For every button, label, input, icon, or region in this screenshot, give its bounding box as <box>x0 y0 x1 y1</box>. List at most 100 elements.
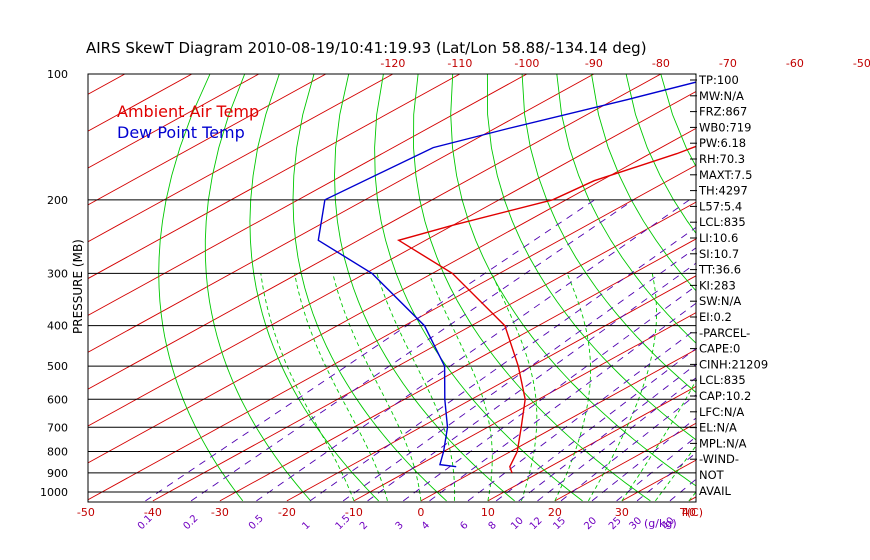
mixing-ratio-label: 3 <box>394 520 406 532</box>
mixing-ratio-label: 30 <box>627 515 644 532</box>
mixing-ratio-label: 0.5 <box>247 513 266 532</box>
mixing-ratio-line <box>190 199 635 502</box>
plot-frame <box>87 73 697 503</box>
mixing-ratio-label: 1 <box>300 520 312 532</box>
mixing-ratio-line <box>537 377 696 502</box>
bottom-axis-unit: T(C) <box>679 506 703 519</box>
moist-adiabat-line <box>260 273 355 502</box>
moist-adiabat-line <box>588 273 657 502</box>
moist-adiabat-line <box>332 273 422 501</box>
index-label: KI:283 <box>699 278 736 292</box>
mixing-ratio-line <box>518 363 696 502</box>
dry-adiabat-line <box>292 74 447 502</box>
dry-adiabat-line <box>521 74 696 394</box>
dewpoint-temp-line <box>317 81 696 468</box>
dry-adiabat-line <box>249 74 380 502</box>
mixing-ratio-unit: (g/kg) <box>644 517 677 530</box>
isotherm-line <box>420 349 696 502</box>
pressure-tick-label: 100 <box>47 68 68 81</box>
top-temp-tick-label: -90 <box>585 57 603 70</box>
isotherm-line <box>286 275 696 502</box>
index-label: MPL:N/A <box>699 436 747 450</box>
index-label: MAXT:7.5 <box>699 168 752 182</box>
isotherm-line <box>152 201 696 502</box>
bottom-temp-tick-label: -20 <box>278 506 296 519</box>
isotherm-line <box>219 238 696 502</box>
moist-adiabat-line <box>428 273 493 501</box>
bottom-temp-tick-label: 20 <box>548 506 562 519</box>
pressure-tick-label: 500 <box>47 360 68 373</box>
mixing-ratio-line <box>429 302 696 502</box>
mixing-ratio-line <box>256 199 690 502</box>
dry-adiabat-line <box>413 74 651 502</box>
bottom-temp-tick-label: -30 <box>211 506 229 519</box>
bottom-temp-tick-label: 10 <box>481 506 495 519</box>
moist-adiabat-line <box>655 445 696 502</box>
dry-adiabat-line <box>158 74 244 502</box>
index-label: LCL:835 <box>699 215 746 229</box>
isotherm-line <box>88 91 696 427</box>
index-label: CINH:21209 <box>699 357 768 371</box>
bottom-temp-tick-label: 30 <box>615 506 629 519</box>
index-label: NOT <box>699 468 725 482</box>
isotherm-line <box>756 74 870 501</box>
bottom-temp-tick-label: 40 <box>682 506 696 519</box>
pressure-tick-label: 600 <box>47 393 68 406</box>
top-temp-tick-label: -70 <box>719 57 737 70</box>
mixing-ratio-line <box>560 394 696 502</box>
mixing-ratio-label: 6 <box>458 520 470 532</box>
index-label: LCL:835 <box>699 373 746 387</box>
profile-lines <box>317 81 696 474</box>
pressure-tick-label: 300 <box>47 267 68 280</box>
index-label: LFC:N/A <box>699 405 744 419</box>
dry-adiabat-line <box>800 74 870 501</box>
index-label: -PARCEL- <box>699 326 750 340</box>
pressure-tick-labels: 100 200 300 400 500 600 700 800 900 1000 <box>40 68 68 499</box>
isotherm-line <box>88 74 260 169</box>
dry-adiabat-line <box>204 74 312 502</box>
mixing-ratio-line <box>309 226 696 502</box>
isotherm-line <box>823 74 870 501</box>
mixing-ratio-label: 4 <box>420 520 432 532</box>
isotherm-line <box>88 74 327 206</box>
isotherm-line <box>88 74 662 390</box>
index-label: EI:0.2 <box>699 310 732 324</box>
dry-adiabat-line <box>374 74 583 502</box>
dry-adiabat-line <box>591 74 696 292</box>
bottom-temp-tick-label: 0 <box>417 506 424 519</box>
pressure-tick-label: 700 <box>47 421 68 434</box>
moist-adiabat-line <box>554 273 591 502</box>
mixing-ratio-label: 20 <box>582 515 599 532</box>
top-temp-tick-label: -110 <box>447 57 472 70</box>
moist-adiabat-line <box>294 273 388 501</box>
top-temp-tick-label: -100 <box>514 57 539 70</box>
top-temp-tick-label: -60 <box>786 57 804 70</box>
index-label: TT:36.6 <box>698 263 741 277</box>
top-temp-tick-label: -50 <box>853 57 870 70</box>
top-temp-tick-labels: -120-110-100-90-80-70-60-50-40 <box>380 57 870 70</box>
mixing-ratio-label: 0.2 <box>181 513 200 532</box>
dry-adiabat-line <box>450 74 696 487</box>
dry-adiabat-line <box>334 74 515 502</box>
isotherm-line <box>88 127 696 464</box>
index-label: TH:4297 <box>698 184 748 198</box>
index-label: SW:N/A <box>699 294 741 308</box>
index-label: EL:N/A <box>699 421 737 435</box>
isotherm-line <box>88 74 461 280</box>
pressure-tick-label: 200 <box>47 194 68 207</box>
dry-adiabat-line <box>765 74 870 501</box>
mixing-ratio-label: 8 <box>487 520 499 532</box>
mixing-ratio-label: 12 <box>528 515 545 532</box>
top-temp-tick-label: -80 <box>652 57 670 70</box>
bottom-temp-tick-label: -10 <box>345 506 363 519</box>
index-label: WB0:719 <box>699 120 751 134</box>
dry-adiabat-line <box>556 74 696 344</box>
index-label: TP:100 <box>698 73 739 87</box>
legend-ambient: Ambient Air Temp <box>117 102 259 121</box>
index-label: LI:10.6 <box>699 231 738 245</box>
mixing-ratio-line <box>616 436 696 502</box>
mixing-ratio-line <box>495 347 696 502</box>
isotherm-line <box>88 74 126 95</box>
